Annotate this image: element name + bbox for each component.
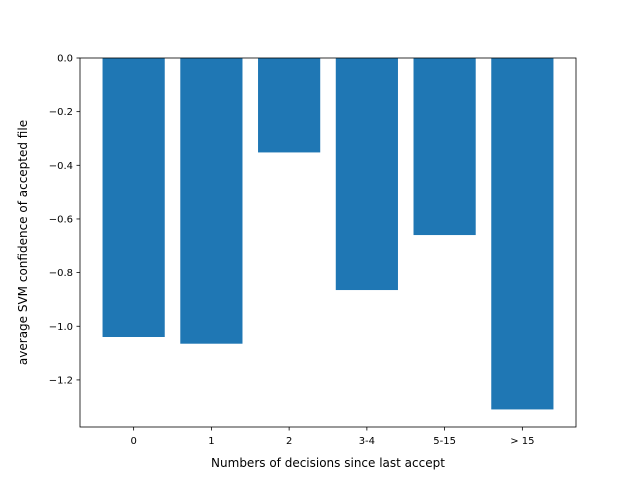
plot-frame bbox=[79, 57, 577, 428]
x-tick-label: 2 bbox=[286, 436, 292, 447]
y-tick-label: −1.2 bbox=[49, 375, 73, 386]
y-axis: 0.0 −0.2 −0.4 −0.6 −0.8 −1.0 −1.2 bbox=[49, 54, 80, 386]
y-tick-label: −0.6 bbox=[49, 214, 73, 225]
x-tick-label: > 15 bbox=[510, 436, 534, 447]
bar-0 bbox=[102, 58, 165, 337]
bars-group bbox=[102, 58, 554, 410]
bar-4 bbox=[413, 58, 476, 236]
y-tick-label: −0.8 bbox=[49, 268, 73, 279]
x-tick-label: 1 bbox=[208, 436, 214, 447]
bar-5 bbox=[491, 58, 554, 410]
x-tick-label: 3-4 bbox=[359, 436, 375, 447]
y-tick-label: −0.4 bbox=[49, 161, 73, 172]
bar-3 bbox=[335, 58, 398, 291]
y-tick-label: −1.0 bbox=[49, 322, 73, 333]
y-tick-label: 0.0 bbox=[57, 54, 73, 65]
y-axis-label: average SVM confidence of accepted file bbox=[16, 120, 30, 365]
x-tick-label: 0 bbox=[130, 436, 136, 447]
x-axis: 0 1 2 3-4 5-15 > 15 bbox=[130, 427, 535, 447]
x-axis-label: Numbers of decisions since last accept bbox=[211, 456, 445, 470]
x-tick-label: 5-15 bbox=[433, 436, 456, 447]
bar-1 bbox=[180, 58, 243, 344]
bar-2 bbox=[258, 58, 321, 153]
y-tick-label: −0.2 bbox=[49, 107, 73, 118]
